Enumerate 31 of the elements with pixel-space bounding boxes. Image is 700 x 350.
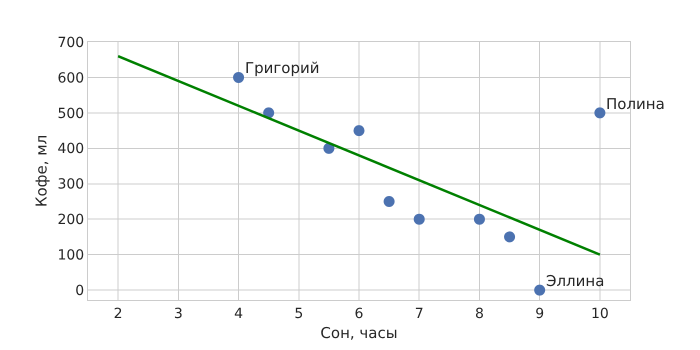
point [504, 231, 516, 242]
x-tick-label: 7 [414, 306, 424, 322]
x-tick-label: 8 [474, 306, 484, 322]
y-tick-label: 600 [57, 70, 84, 86]
y-tick-label: 200 [57, 212, 84, 228]
point [414, 214, 425, 225]
annotation: Эллина [546, 272, 604, 290]
y-axis-title: Кофе, мл [32, 134, 51, 208]
x-tick-label: 4 [234, 306, 244, 322]
y-tick-label: 100 [57, 248, 84, 264]
x-tick-label: 10 [590, 306, 609, 322]
point [594, 107, 606, 118]
point [323, 142, 334, 154]
annotation: Григорий [245, 59, 320, 77]
x-tick-label: 5 [294, 306, 304, 322]
x-axis-title: Сон, часы [320, 324, 398, 342]
y-tick-label: 0 [75, 282, 84, 299]
y-tick-label: 500 [57, 106, 84, 122]
y-tick-label: 300 [57, 176, 84, 193]
y-tick-label: 700 [57, 34, 84, 51]
x-tick-label: 6 [354, 306, 364, 322]
x-tick-label: 3 [174, 306, 183, 322]
point [384, 196, 395, 207]
point [534, 284, 546, 296]
point [354, 125, 364, 136]
annotation: Полина [606, 95, 665, 113]
x-tick-label: 9 [535, 306, 544, 322]
point [474, 214, 485, 225]
point [233, 72, 244, 83]
x-tick-label: 2 [114, 306, 123, 322]
y-tick-label: 400 [57, 141, 84, 158]
